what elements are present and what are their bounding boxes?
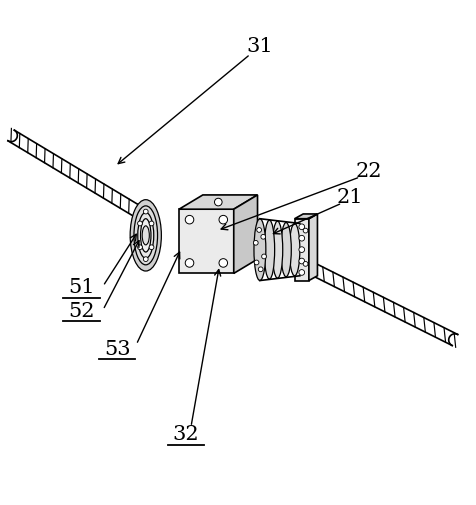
Polygon shape bbox=[294, 215, 317, 219]
Circle shape bbox=[254, 261, 258, 265]
Text: 51: 51 bbox=[68, 277, 95, 296]
Circle shape bbox=[253, 241, 258, 245]
Circle shape bbox=[256, 228, 261, 233]
Circle shape bbox=[260, 235, 265, 240]
Ellipse shape bbox=[130, 200, 161, 272]
Polygon shape bbox=[178, 210, 233, 274]
Circle shape bbox=[185, 216, 193, 225]
Circle shape bbox=[218, 259, 227, 268]
Circle shape bbox=[185, 259, 193, 268]
Text: 31: 31 bbox=[246, 36, 273, 56]
Ellipse shape bbox=[280, 223, 291, 277]
Ellipse shape bbox=[134, 207, 157, 265]
Circle shape bbox=[303, 262, 307, 267]
Text: 53: 53 bbox=[104, 339, 130, 358]
Ellipse shape bbox=[253, 219, 265, 281]
Ellipse shape bbox=[289, 224, 299, 276]
Circle shape bbox=[298, 247, 304, 253]
Text: 22: 22 bbox=[355, 162, 382, 180]
Circle shape bbox=[298, 270, 304, 276]
Ellipse shape bbox=[140, 219, 150, 252]
Ellipse shape bbox=[272, 222, 282, 279]
Circle shape bbox=[149, 222, 154, 226]
Circle shape bbox=[214, 199, 222, 207]
Circle shape bbox=[137, 222, 142, 226]
Ellipse shape bbox=[142, 226, 149, 245]
Polygon shape bbox=[178, 195, 257, 210]
Circle shape bbox=[298, 225, 304, 230]
Circle shape bbox=[298, 259, 304, 264]
Text: 21: 21 bbox=[336, 187, 363, 207]
Circle shape bbox=[218, 216, 227, 225]
Ellipse shape bbox=[138, 213, 153, 259]
Circle shape bbox=[143, 210, 148, 215]
Text: 52: 52 bbox=[68, 301, 95, 320]
Circle shape bbox=[149, 245, 154, 250]
Circle shape bbox=[258, 267, 262, 272]
Circle shape bbox=[143, 257, 148, 262]
Polygon shape bbox=[308, 215, 317, 281]
Ellipse shape bbox=[264, 221, 274, 280]
Circle shape bbox=[261, 255, 266, 260]
Circle shape bbox=[298, 236, 304, 241]
Polygon shape bbox=[233, 195, 257, 274]
Polygon shape bbox=[294, 219, 308, 281]
Text: 32: 32 bbox=[172, 424, 199, 443]
Circle shape bbox=[137, 245, 142, 250]
Circle shape bbox=[303, 229, 307, 233]
